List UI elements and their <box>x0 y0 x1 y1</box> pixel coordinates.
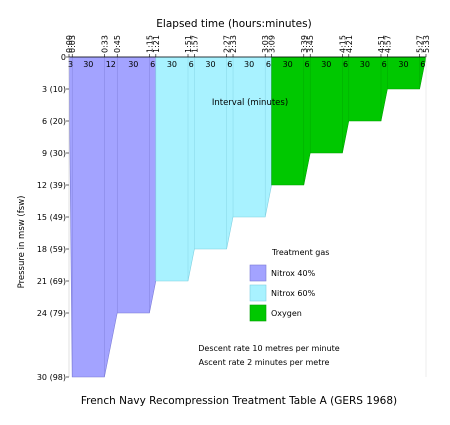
interval-label: 30 <box>83 60 93 69</box>
y-tick-labels: 0 3 (10) 6 (20) 9 (30) 12 (39) 15 (49) 18 (59)… <box>37 53 69 382</box>
y-tick-label: 0 <box>61 53 66 62</box>
gas-area-1 <box>68 56 157 378</box>
legend-swatch <box>249 304 267 322</box>
interval-label: 6 <box>420 60 425 69</box>
x-tick-label: 5:27 <box>416 35 425 53</box>
x-tick-label: 3:09 <box>268 35 277 53</box>
x-tick-label: 2:33 <box>229 35 238 53</box>
x-tick-label: 1:57 <box>190 35 199 53</box>
interval-label: 30 <box>128 60 138 69</box>
y-tick-label: 18 (59) <box>37 245 66 254</box>
interval-label: 30 <box>321 60 331 69</box>
interval-label: 30 <box>244 60 254 69</box>
legend-label: Nitrox 60% <box>271 289 316 298</box>
interval-label: 3 <box>68 60 73 69</box>
gas-areas <box>68 56 427 378</box>
interval-label: 6 <box>189 60 194 69</box>
y-axis-label: Pressure in msw (fsw) <box>17 196 27 289</box>
x-tick-label: 2:27 <box>223 35 232 53</box>
descent-rate-note: Descent rate 10 metres per minute <box>198 344 340 353</box>
legend-swatch <box>249 284 267 302</box>
x-tick-label: 4:15 <box>338 35 347 53</box>
y-tick-label: 12 (39) <box>37 181 66 190</box>
interval-axis-label: Interval (minutes) <box>212 98 288 108</box>
interval-label: 30 <box>167 60 177 69</box>
x-tick-label: 0:45 <box>113 35 122 53</box>
interval-label: 6 <box>266 60 271 69</box>
chart-title: French Navy Recompression Treatment Tabl… <box>81 395 397 407</box>
legend-title: Treatment gas <box>271 248 329 257</box>
x-tick-label: 4:51 <box>377 35 386 53</box>
interval-label: 6 <box>150 60 155 69</box>
interval-label: 12 <box>106 60 116 69</box>
x-tick-label: 0:33 <box>100 35 109 53</box>
interval-labels: 3 30 12 30 6 30 6 30 6 30 6 30 6 30 6 30 6 30 6 <box>68 60 425 69</box>
interval-label: 30 <box>360 60 370 69</box>
y-tick-label: 3 (10) <box>42 85 66 94</box>
gas-area-2 <box>155 56 272 282</box>
y-tick-label: 9 (30) <box>42 149 66 158</box>
x-tick-label: 3:39 <box>300 35 309 53</box>
ascent-rate-note: Ascent rate 2 minutes per metre <box>199 358 330 367</box>
interval-label: 30 <box>205 60 215 69</box>
interval-label: 6 <box>227 60 232 69</box>
legend-label: Oxygen <box>271 309 302 318</box>
legend: Treatment gas Nitrox 40% Nitrox 60% Oxygen <box>249 248 329 322</box>
interval-label: 30 <box>398 60 408 69</box>
y-tick-label: 30 (98) <box>37 373 66 382</box>
x-tick-label: 1:21 <box>152 35 161 53</box>
y-tick-label: 15 (49) <box>37 213 66 222</box>
x-tick-label: 1:51 <box>184 35 193 53</box>
x-tick-label: 4:57 <box>383 35 392 53</box>
y-tick-label: 21 (69) <box>37 277 66 286</box>
interval-label: 6 <box>343 60 348 69</box>
y-tick-label: 24 (79) <box>37 309 66 318</box>
interval-label: 6 <box>304 60 309 69</box>
legend-swatch <box>249 264 267 282</box>
x-axis-label: Elapsed time (hours:minutes) <box>156 18 311 30</box>
y-tick-label: 6 (20) <box>42 117 66 126</box>
x-tick-label: 0:03 <box>68 35 77 53</box>
x-tick-label: 0:00 <box>65 35 74 53</box>
x-tick-label: 3:03 <box>261 35 270 53</box>
x-tick-labels: 0:000:03 0:33 0:45 1:151:21 1:511:57 2:272:33… <box>65 35 431 57</box>
interval-label: 30 <box>283 60 293 69</box>
x-tick-label: 1:15 <box>145 35 154 53</box>
x-tick-label: 5:33 <box>422 35 431 53</box>
interval-label: 6 <box>382 60 387 69</box>
x-tick-label: 4:21 <box>345 35 354 53</box>
x-tick-label: 3:45 <box>306 35 315 53</box>
legend-label: Nitrox 40% <box>271 269 316 278</box>
